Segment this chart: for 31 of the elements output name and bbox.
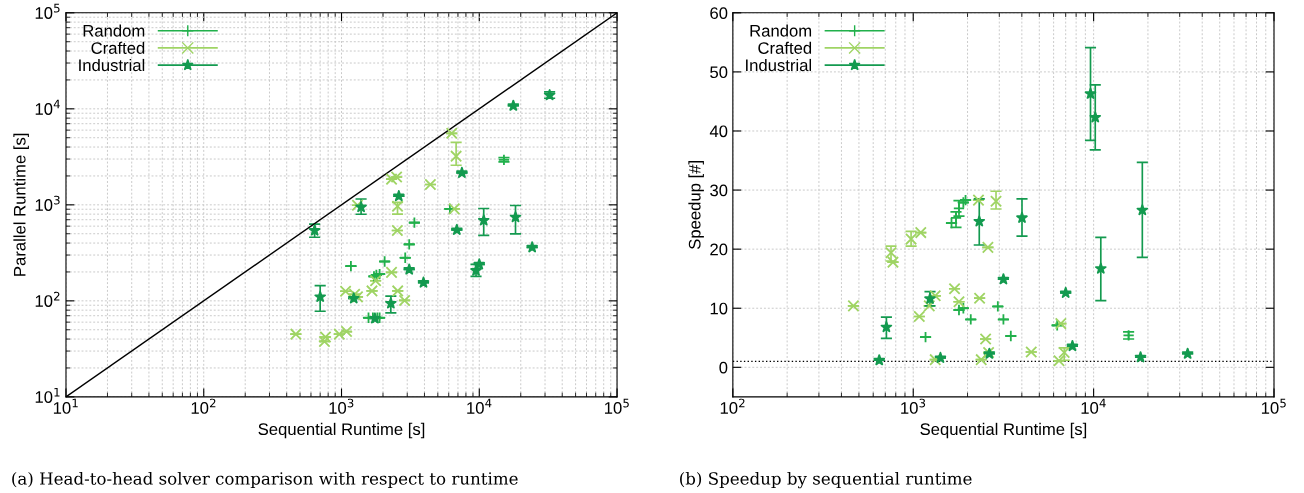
y-tick-label: 10$^{3}$ [35, 195, 60, 211]
y-axis-title: Speedup [#] [688, 161, 704, 250]
y-tick-label: 50 [710, 66, 728, 79]
x-axis-title: Sequential Runtime [s] [258, 422, 425, 439]
x-tick-label: 10$^{5}$ [604, 398, 629, 414]
y-tick-label: 10$^{2}$ [35, 291, 60, 307]
y-tick-label: 30 [710, 184, 728, 197]
x-tick-label: 10$^{3}$ [329, 398, 354, 414]
x-tick-label: 10$^{4}$ [1081, 398, 1106, 414]
legend-label: Industrial [746, 58, 812, 72]
y-tick-label: 20 [710, 243, 728, 256]
y-tick-label: 10$^{5}$ [35, 3, 60, 19]
x-tick-label: 10$^{3}$ [901, 398, 926, 414]
y-axis-title: Parallel Runtime [s] [13, 133, 29, 276]
x-tick-label: 10$^{4}$ [467, 398, 492, 414]
legend-label: Crafted [758, 41, 812, 54]
legend-label: Random [750, 24, 812, 37]
y-tick-label: 0 [719, 361, 728, 374]
y-tick-label: 10$^{4}$ [35, 99, 60, 115]
legend-label: Random [83, 24, 145, 37]
legend-label: Crafted [91, 41, 145, 54]
text: (b) Speedup by sequential runtime [680, 471, 972, 489]
x-tick-label: 10$^{2}$ [720, 398, 745, 414]
y-tick-label: 60 [710, 7, 728, 20]
text: (a) Head-to-head solver comparison with respect to runtime [12, 471, 518, 489]
y-tick-label: 40 [709, 125, 728, 138]
x-tick-label: 10$^{5}$ [1261, 398, 1286, 414]
x-axis-title: Sequential Runtime [s] [920, 422, 1087, 439]
legend-label: Industrial [79, 58, 145, 72]
y-tick-label: 10 [710, 302, 728, 315]
x-tick-label: 10$^{2}$ [191, 398, 216, 414]
